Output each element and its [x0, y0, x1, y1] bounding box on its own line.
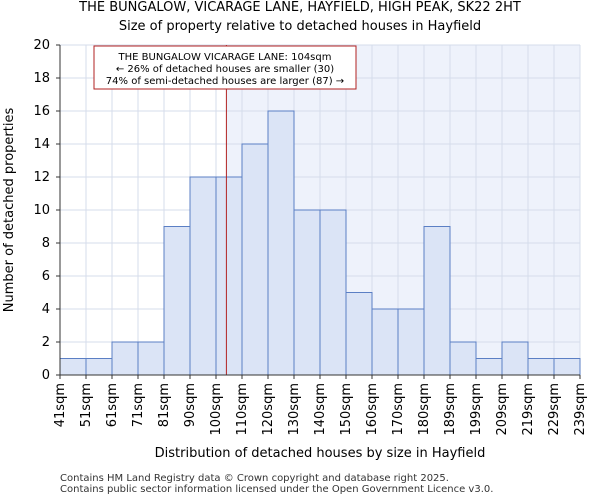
histogram-bar	[137, 341, 165, 376]
y-tick-label: 12	[33, 170, 50, 185]
x-tick-label: 199sqm	[469, 383, 484, 436]
histogram-bar	[163, 226, 191, 376]
x-tick-label: 100sqm	[209, 383, 224, 436]
x-tick-label: 189sqm	[443, 383, 458, 436]
x-tick-label: 239sqm	[573, 383, 588, 436]
x-tick-label: 71sqm	[131, 383, 146, 427]
x-tick-label: 120sqm	[261, 383, 276, 436]
x-tick-label: 61sqm	[105, 383, 120, 427]
x-tick-label: 90sqm	[183, 383, 198, 427]
y-tick-label: 16	[33, 104, 50, 119]
y-tick-label: 18	[33, 71, 50, 86]
x-tick-label: 41sqm	[53, 383, 68, 427]
histogram-bar	[319, 209, 347, 376]
histogram-bar	[189, 176, 217, 376]
x-tick-label: 130sqm	[287, 383, 302, 436]
histogram-bar	[371, 308, 399, 376]
annotation-frame	[93, 45, 357, 90]
histogram-bar	[215, 176, 243, 376]
footer-copyright: Contains HM Land Registry data © Crown c…	[60, 473, 449, 484]
histogram-bar	[501, 341, 529, 376]
y-tick-label: 8	[42, 236, 50, 251]
histogram-bar	[553, 358, 581, 376]
bars-group	[59, 110, 581, 376]
annotation-box: THE BUNGALOW VICARAGE LANE: 104sqm ← 26%…	[93, 45, 357, 90]
x-tick-label: 219sqm	[521, 383, 536, 436]
chart-title: THE BUNGALOW, VICARAGE LANE, HAYFIELD, H…	[79, 0, 521, 15]
x-tick-label: 140sqm	[313, 383, 328, 436]
histogram-bar	[527, 358, 555, 376]
x-tick-label: 110sqm	[235, 383, 250, 436]
y-tick-label: 6	[42, 269, 50, 284]
histogram-bar	[397, 308, 425, 376]
histogram-bar	[345, 292, 373, 376]
y-tick-label: 10	[33, 203, 50, 218]
annotation-line-1: THE BUNGALOW VICARAGE LANE: 104sqm	[118, 52, 332, 63]
annotation-line-3: 74% of semi-detached houses are larger (…	[106, 76, 344, 87]
histogram-bar	[59, 358, 87, 376]
x-tick-label: 51sqm	[79, 383, 94, 427]
y-tick-label: 20	[33, 38, 50, 53]
histogram-bar	[423, 226, 451, 376]
histogram-bar	[267, 110, 295, 376]
y-tick-label: 14	[33, 137, 50, 152]
histogram-bar	[449, 341, 477, 376]
histogram-bar	[85, 358, 113, 376]
y-tick-label: 2	[42, 335, 50, 350]
histogram-bar	[475, 358, 503, 376]
y-tick-labels: 0 2 4 6 8 10 12 14 16 18 20	[33, 38, 60, 383]
y-tick-label: 0	[42, 368, 50, 383]
footer-licence: Contains public sector information licen…	[60, 484, 494, 495]
x-tick-label: 170sqm	[391, 383, 406, 436]
histogram-bar	[293, 209, 321, 376]
y-tick-label: 4	[42, 302, 50, 317]
x-tick-label: 209sqm	[495, 383, 510, 436]
histogram-bar	[111, 341, 139, 376]
x-tick-label: 81sqm	[157, 383, 172, 427]
x-axis-label: Distribution of detached houses by size …	[155, 446, 486, 461]
x-tick-label: 180sqm	[417, 383, 432, 436]
x-tick-labels: 41sqm 51sqm 61sqm 71sqm 81sqm 90sqm 100sqm 110s…	[53, 375, 588, 436]
y-axis-label: Number of detached properties	[2, 108, 17, 313]
annotation-line-2: ← 26% of detached houses are smaller (30…	[116, 64, 334, 75]
histogram-bar	[241, 143, 269, 376]
x-tick-label: 229sqm	[547, 383, 562, 436]
x-tick-label: 160sqm	[365, 383, 380, 436]
x-tick-label: 150sqm	[339, 383, 354, 436]
chart-subtitle: Size of property relative to detached ho…	[118, 19, 482, 34]
